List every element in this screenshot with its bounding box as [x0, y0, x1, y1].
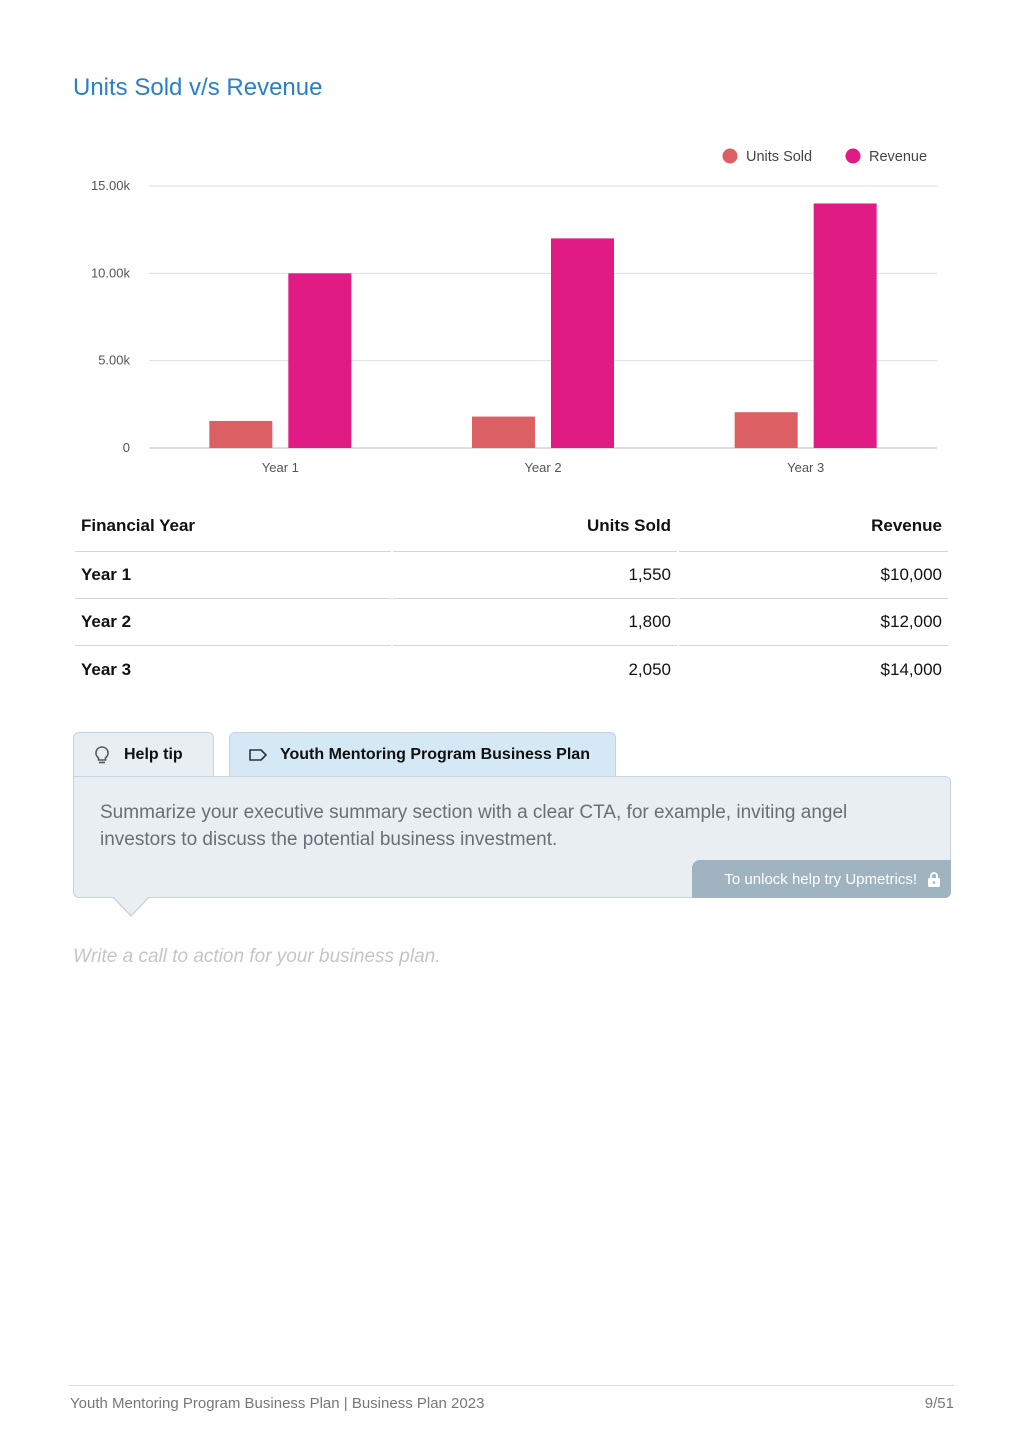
section-title: Units Sold v/s Revenue: [73, 74, 323, 101]
table-header-row: Financial Year Units Sold Revenue: [75, 500, 948, 552]
y-tick-label: 10.00k: [91, 265, 131, 280]
cell-revenue: $12,000: [679, 599, 948, 646]
bar-revenue: [551, 238, 614, 448]
footer-divider: [69, 1385, 954, 1386]
footer-title: Youth Mentoring Program Business Plan | …: [70, 1395, 485, 1412]
cta-placeholder[interactable]: Write a call to action for your business…: [73, 946, 441, 967]
cell-year: Year 3: [81, 659, 132, 679]
bar-revenue: [813, 203, 877, 448]
bar-revenue: [288, 273, 352, 448]
financial-table: Financial Year Units Sold Revenue Year 1…: [73, 500, 950, 693]
legend-label: Revenue: [869, 149, 927, 165]
cell-units: 1,800: [393, 599, 677, 646]
tab-business-plan[interactable]: Youth Mentoring Program Business Plan: [229, 732, 616, 777]
help-tip-box: Summarize your executive summary section…: [73, 776, 951, 898]
tab-help-tip[interactable]: Help tip: [73, 732, 214, 777]
legend-marker: [722, 148, 738, 164]
tip-pointer-fill: [113, 896, 149, 915]
page-number: 9/51: [924, 1395, 954, 1412]
cell-units: 1,550: [393, 552, 677, 599]
x-tick-label: Year 1: [262, 460, 299, 475]
legend-marker: [845, 148, 861, 164]
header-units-sold: Units Sold: [393, 500, 677, 552]
lock-icon: [927, 871, 941, 887]
help-tip-text: Summarize your executive summary section…: [100, 802, 848, 850]
x-tick-label: Year 2: [524, 460, 561, 475]
units-revenue-chart: 0 5.00k 10.00k 15.00k Year 1 Year 2 Year 3 Unit…: [91, 148, 937, 475]
tab-help-label: Help tip: [124, 746, 183, 763]
y-tick-label: 0: [123, 440, 130, 455]
unlock-help-button[interactable]: To unlock help try Upmetrics!: [692, 860, 951, 898]
lightbulb-icon: [92, 745, 112, 765]
legend-label: Units Sold: [746, 149, 812, 165]
table-row: Year 2 1,800 $12,000: [75, 599, 948, 646]
cell-year: Year 1: [75, 552, 391, 599]
table-row: Year 3 2,050 $14,000: [75, 646, 948, 693]
unlock-label: To unlock help try Upmetrics!: [724, 870, 917, 888]
table-row: Year 1 1,550 $10,000: [75, 552, 948, 599]
header-financial-year: Financial Year: [75, 500, 391, 552]
cell-year: Year 2: [75, 599, 391, 646]
x-tick-label: Year 3: [787, 460, 824, 475]
cell-units: 2,050: [628, 659, 671, 679]
tag-icon: [248, 745, 268, 765]
cell-revenue: $14,000: [880, 659, 942, 679]
y-tick-label: 15.00k: [91, 178, 131, 193]
header-revenue: Revenue: [679, 500, 948, 552]
cell-revenue: $10,000: [679, 552, 948, 599]
bar-units-sold: [472, 416, 535, 448]
y-tick-label: 5.00k: [98, 353, 130, 368]
tab-plan-label: Youth Mentoring Program Business Plan: [280, 746, 590, 763]
bar-units-sold: [734, 412, 798, 448]
bar-units-sold: [209, 420, 273, 448]
